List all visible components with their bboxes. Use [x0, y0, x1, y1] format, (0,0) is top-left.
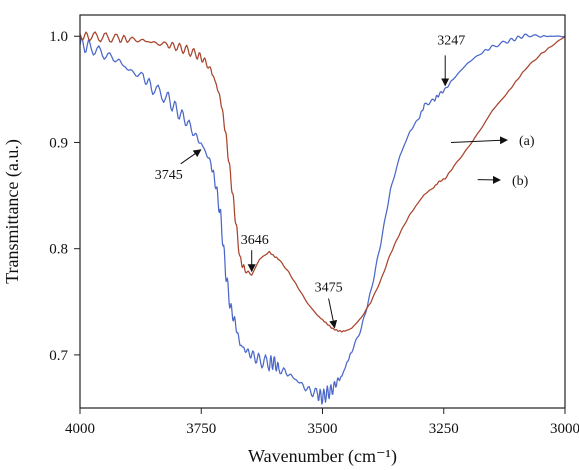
annotation-label-3745: 3745	[155, 168, 183, 183]
annotation-layer: 3745 3646 3475 3247 (a) (b)	[155, 33, 535, 329]
y-tick-label: 0.7	[49, 348, 68, 364]
plot-frame	[79, 14, 566, 409]
x-tick-label: 3500	[308, 421, 338, 437]
series-line-b	[80, 31, 565, 333]
annotation-arrow-3475	[328, 298, 338, 329]
series-layer	[80, 31, 565, 405]
y-tick-label: 1.0	[49, 29, 68, 45]
y-axis-title: Transmittance (a.u.)	[2, 139, 23, 284]
y-tick-label: 0.8	[49, 242, 68, 258]
annotation-label-3475: 3475	[315, 281, 343, 296]
series-label-a: (a)	[519, 134, 535, 149]
series-label-arrow-a	[450, 136, 508, 145]
x-tick-label: 3250	[429, 421, 459, 437]
x-tick-label: 4000	[65, 421, 95, 437]
annotation-label-3247: 3247	[437, 33, 465, 48]
annotation-arrow-3745	[180, 149, 202, 165]
annotation-label-3646: 3646	[241, 233, 269, 248]
x-axis-title: Wavenumber (cm⁻¹)	[248, 446, 397, 467]
axes-layer: 4000 3750 3500 3250 3000 0.7 0.8 0.9 1.0	[49, 14, 579, 437]
y-tick-label: 0.9	[49, 135, 68, 151]
series-line-a	[80, 33, 565, 405]
x-tick-label: 3750	[186, 421, 216, 437]
series-label-b: (b)	[512, 174, 529, 189]
x-tick-label: 3000	[550, 421, 579, 437]
